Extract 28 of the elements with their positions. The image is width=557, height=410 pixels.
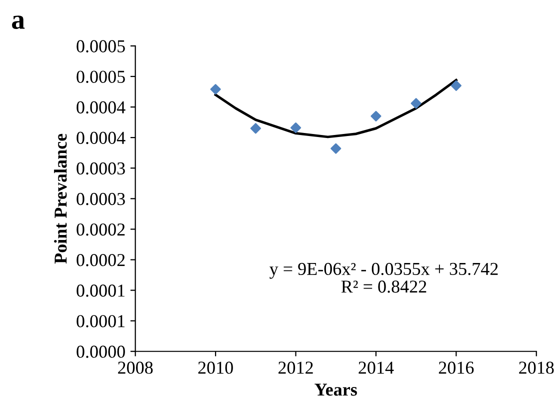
y-tick-label: 0.0001 [76,284,125,297]
x-tick-label: 2010 [198,362,233,374]
y-tick-label: 0.0005 [76,70,125,83]
y-tick-label: 0.0003 [76,192,125,206]
point [290,122,302,134]
point [370,110,382,122]
point [450,80,462,91]
x-tick-label: 2008 [118,362,153,374]
y-tick-label: 0.0004 [76,101,126,114]
point [210,84,221,95]
y-tick-label: 0.0001 [76,315,125,328]
point [330,143,342,154]
y-tick-label: 0.0005 [76,40,125,52]
annotation: y = 9E-06x² - 0.0355x + 35.742 R² = 0.8422 [270,262,498,293]
x-tick-label: 2018 [519,362,554,374]
point [250,123,261,134]
x-tick-label: 2014 [358,362,394,374]
y-axis-title: Point Prevalance [54,134,67,264]
y-tick-label: 0.0004 [76,132,126,144]
x-tick-label: 2016 [438,362,474,374]
y-tick-label: 0.0000 [76,346,125,358]
x-tick-label: 2012 [278,362,313,374]
y-tick-label: 0.0003 [76,162,125,175]
x-axis-title: Years [314,384,357,396]
chart-title: a [12,16,25,29]
point [410,98,422,109]
y-tick-label: 0.0002 [76,254,125,266]
y-tick-label: 0.0002 [76,223,125,236]
